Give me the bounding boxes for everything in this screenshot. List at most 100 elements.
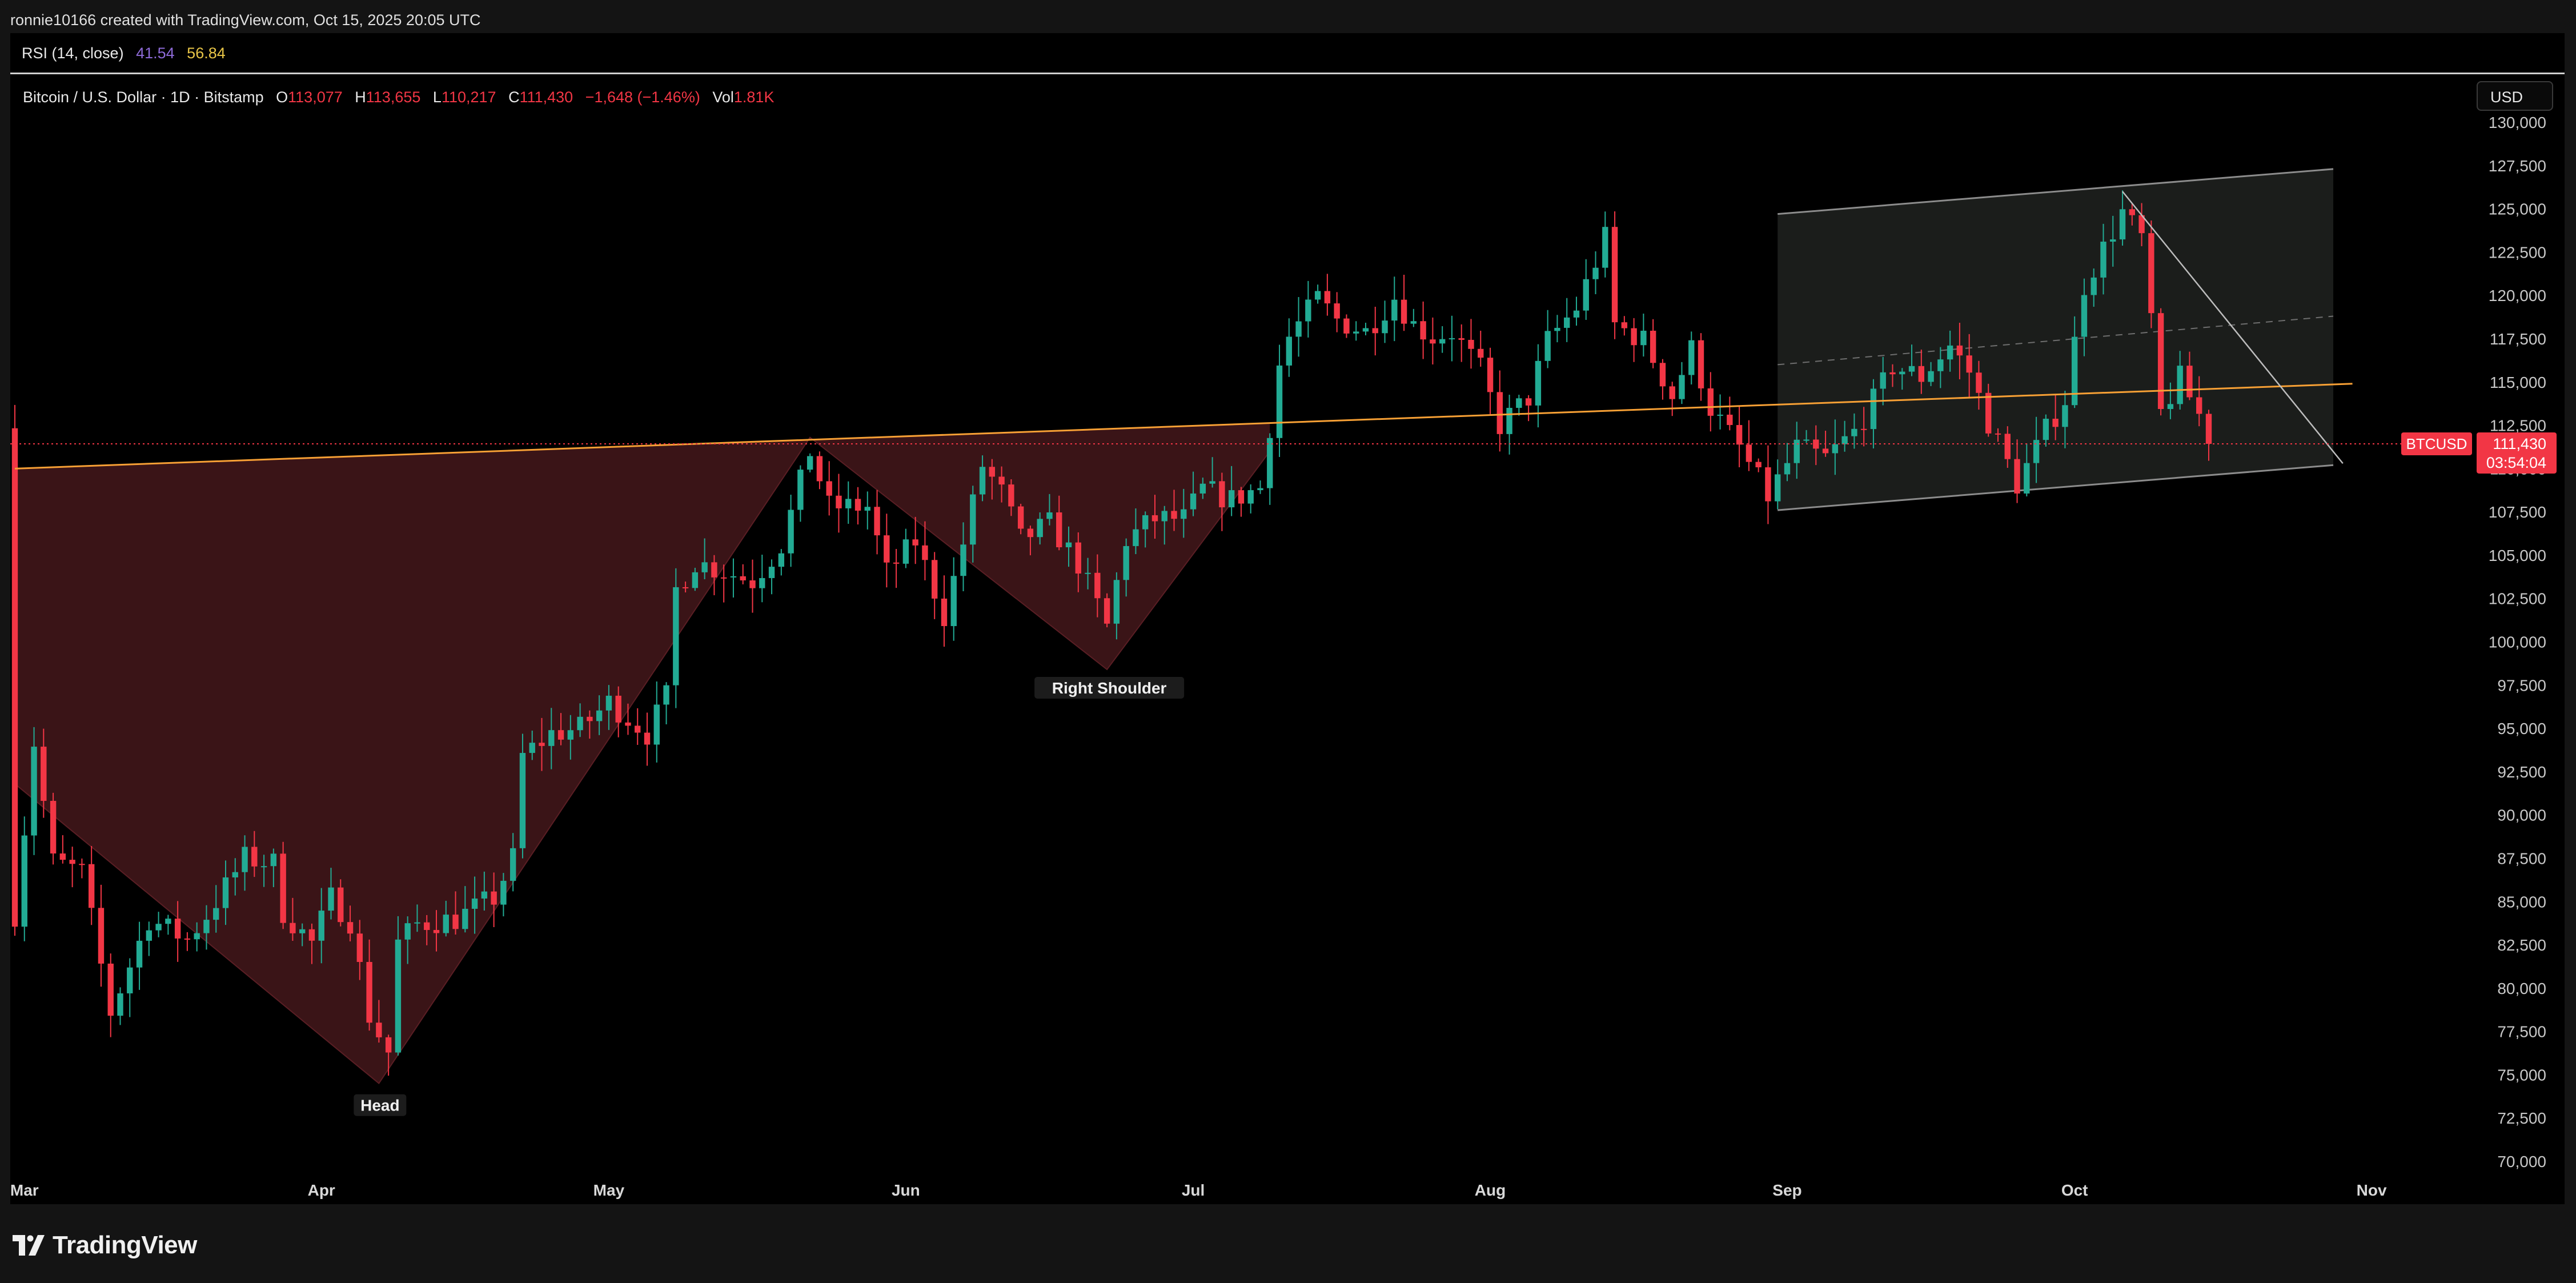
candle-body (1449, 338, 1455, 340)
head-and-shoulders-pattern (15, 423, 1270, 1084)
candle-down (1496, 370, 1503, 452)
candle-body (998, 476, 1005, 485)
candle-body (567, 730, 574, 740)
candle-up (864, 491, 870, 530)
candle-body (491, 891, 497, 905)
candle-body (328, 887, 334, 911)
candle-up (213, 885, 219, 933)
candle-up (1065, 526, 1072, 567)
candle-body (155, 924, 162, 931)
candle-down (251, 831, 258, 877)
candle-up (653, 681, 660, 763)
candle-up (1276, 344, 1283, 458)
currency-button[interactable]: USD (2477, 81, 2553, 111)
candle-down (1458, 324, 1464, 362)
candle-down (347, 905, 354, 941)
candle-up (21, 816, 27, 941)
candle-body (539, 743, 545, 746)
candle-down (1401, 274, 1407, 331)
candle-body (308, 929, 315, 941)
candle-body (1027, 528, 1034, 538)
candle-down (1324, 274, 1331, 316)
candle-body (788, 510, 794, 554)
candle-body (711, 562, 717, 578)
candle-up (1133, 508, 1139, 554)
candle-body (1525, 398, 1532, 406)
candle-body (2043, 419, 2049, 440)
price-tag-countdown: 03:54:04 (2486, 454, 2546, 471)
candle-down (41, 728, 47, 818)
candle-down (433, 910, 440, 952)
chart-frame: Head Right Shoulder 70,000 72,500 75,000 77,5… (10, 33, 2565, 1204)
candle-up (1382, 300, 1388, 343)
candle-body (1190, 493, 1197, 510)
candle-body (232, 872, 238, 877)
candle-up (2100, 223, 2106, 295)
candle-body (960, 544, 966, 576)
candle-body (2004, 434, 2011, 459)
candle-body (989, 467, 996, 477)
price-chart[interactable]: Head Right Shoulder 70,000 72,500 75,000 77,5… (10, 33, 2565, 1204)
candle-up (117, 987, 123, 1025)
candle-body (50, 800, 57, 854)
candle-body (500, 880, 507, 905)
candle-up (1286, 318, 1292, 377)
y-tick-label: 107,500 (2489, 503, 2546, 521)
candle-down (1219, 472, 1225, 531)
candle-down (2138, 203, 2145, 247)
candle-body (1362, 328, 1369, 332)
candle-up (1592, 251, 1599, 295)
y-tick-label: 122,500 (2489, 243, 2546, 261)
candle-up (299, 923, 306, 947)
candle-body (376, 1023, 382, 1037)
candle-down (1918, 350, 1925, 394)
candle-body (1727, 414, 1733, 426)
channel-mid-line (1777, 315, 2334, 366)
x-tick-label: Oct (2061, 1181, 2088, 1199)
candle-body (673, 587, 679, 685)
candle-body (1928, 371, 1934, 382)
plot-area (10, 168, 2466, 1085)
candle-body (1267, 438, 1273, 488)
candle-body (1966, 355, 1972, 373)
candle-body (2033, 440, 2040, 463)
candle-down (884, 514, 890, 588)
candle-body (1496, 392, 1503, 434)
candle-down (1765, 445, 1771, 524)
candle-up (1841, 420, 1848, 452)
candle-body (1516, 398, 1522, 408)
candle-up (950, 557, 957, 641)
candle-up (1267, 433, 1273, 505)
candle-up (2033, 416, 2040, 483)
candle-body (165, 919, 171, 924)
candle-up (960, 522, 966, 591)
candle-body (874, 507, 880, 536)
candle-body (59, 853, 66, 860)
candle-body (1688, 340, 1695, 375)
candle-body (1822, 448, 1829, 454)
candle-down (1707, 372, 1714, 432)
candle-up (500, 873, 507, 917)
candle-down (1420, 301, 1426, 359)
candle-body (768, 567, 775, 578)
candle-up (1295, 296, 1302, 357)
candle-up (797, 465, 804, 522)
rsi-indicator-bar[interactable]: RSI (14, close) 41.54 56.84 (10, 33, 2565, 74)
candle-body (749, 580, 756, 588)
candle-body (635, 725, 641, 733)
candle-body (720, 577, 727, 579)
candle-body (797, 470, 804, 510)
candle-down (1238, 487, 1245, 517)
y-tick-label: 117,500 (2490, 330, 2546, 348)
candle-body (1592, 267, 1599, 279)
candle-down (452, 891, 459, 935)
x-tick-label: Nov (2357, 1181, 2387, 1199)
candle-down (711, 555, 717, 595)
candle-body (979, 467, 986, 495)
x-tick-label: Mar (10, 1181, 39, 1199)
candle-down (1889, 364, 1896, 387)
candle-up (845, 481, 852, 524)
symbol-title[interactable]: Bitcoin / U.S. Dollar · 1D · Bitstamp (23, 89, 264, 106)
candle-up (548, 708, 555, 769)
y-tick-label: 77,500 (2497, 1023, 2546, 1041)
